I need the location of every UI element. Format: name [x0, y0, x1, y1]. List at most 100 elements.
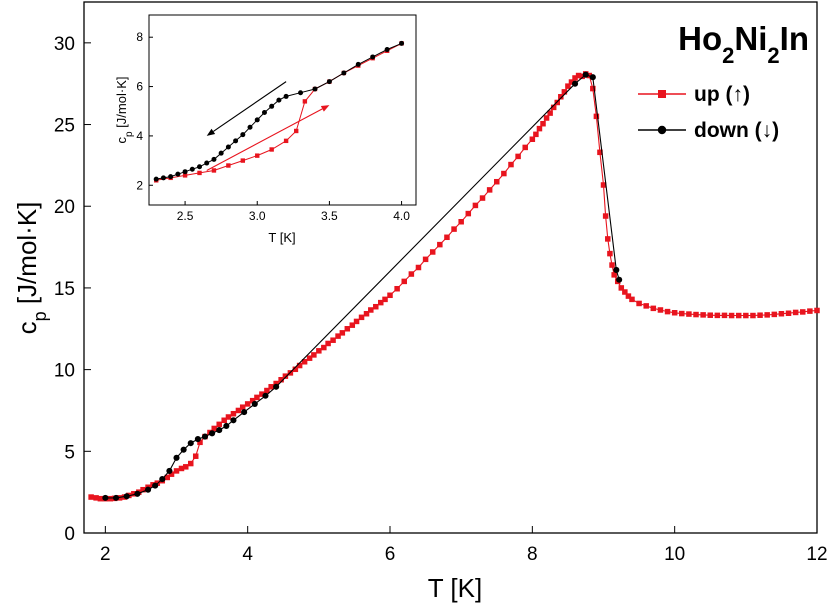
main-series-down-point: [216, 427, 223, 434]
inset-y-axis-label: cp [J/mol·K]: [114, 77, 135, 144]
main-series-up-point: [401, 278, 407, 285]
inset-x-tick-label: 2.5: [177, 209, 194, 223]
main-series-up-point: [97, 495, 104, 502]
inset-series-down-point: [341, 70, 347, 76]
main-series-down-point: [187, 440, 194, 447]
main-y-tick-label: 20: [54, 197, 75, 218]
inset-x-tick-label: 3.0: [249, 209, 266, 223]
main-series-down-point: [102, 494, 109, 501]
main-series-up-point: [197, 439, 203, 446]
main-series-up-point: [422, 256, 429, 263]
main-series-down-point: [209, 430, 216, 437]
main-series-down-point: [144, 486, 152, 493]
main-series-up-point: [264, 387, 270, 394]
main-series-up-point: [750, 312, 756, 319]
main-series-up-point: [565, 83, 571, 89]
inset-series-up-point: [197, 170, 202, 176]
main-series-up-point: [721, 312, 728, 319]
main-series-up-point: [686, 311, 692, 317]
main-series-up-point: [792, 309, 799, 316]
inset-series-down-point: [312, 86, 318, 92]
main-series-up-point: [657, 307, 664, 313]
main-series-up-point: [508, 161, 514, 168]
main-series-up-point: [325, 340, 331, 347]
main-series-up-point: [373, 303, 379, 310]
inset-series-down-point: [254, 117, 260, 123]
inset-series-down-point: [168, 174, 174, 180]
main-series-down-point: [230, 417, 237, 424]
main-y-tick-label: 10: [54, 361, 75, 382]
main-series-up-point: [590, 85, 596, 92]
main-series-up-point: [187, 460, 194, 467]
inset-arrow-up-right: [206, 108, 323, 171]
main-series-down-point: [616, 276, 623, 283]
legend-down-label: down (↓): [694, 119, 779, 142]
main-series-up-point: [529, 136, 536, 142]
main-series-up-point: [602, 213, 609, 219]
main-series-down-point: [194, 436, 201, 443]
inset-series-up-point: [294, 128, 299, 134]
inset-series-up-point: [302, 99, 308, 104]
main-series-down-point: [582, 71, 589, 78]
main-series-down-point: [201, 433, 209, 440]
main-series-up-point: [728, 312, 735, 319]
legend-up-label: up (↑): [694, 83, 750, 106]
main-series-up-point: [93, 495, 99, 501]
main-series-up-point: [408, 271, 415, 277]
main-series-up-point: [568, 79, 575, 85]
inset-series-down-point: [384, 47, 390, 53]
main-y-tick-label: 5: [64, 442, 75, 463]
inset-series-down-point: [240, 132, 246, 138]
main-y-tick-label: 0: [64, 524, 75, 545]
main-axis-ticks: 2 4 6 8 10 12 0 5 10 15 20 25 30: [54, 34, 828, 565]
inset-series-down-point: [269, 103, 275, 109]
main-series-up-point: [547, 110, 553, 116]
main-series-up-point: [575, 72, 582, 79]
main-series-up-point: [249, 397, 256, 404]
main-series-up-point: [757, 312, 763, 318]
main-series-up-point: [600, 182, 607, 188]
inset-y-tick-label: 8: [136, 30, 143, 44]
main-series-up-point: [693, 311, 699, 318]
main-series-up-point: [292, 366, 299, 373]
main-series-up-point: [593, 113, 600, 120]
main-series-down-point: [112, 494, 120, 501]
main-series-up-point: [611, 272, 617, 278]
inset-arrow-down-left: [213, 81, 287, 132]
main-series-up-point: [679, 310, 685, 317]
main-series-down-point: [123, 493, 130, 500]
main-series-up-point: [339, 330, 346, 336]
main-series-down-point: [159, 476, 166, 483]
main-series-up-point: [321, 344, 327, 351]
main-series-down-point: [262, 392, 269, 399]
inset-series-group: [153, 40, 405, 183]
inset-y-tick-label: 6: [136, 80, 143, 94]
main-series-up-point: [382, 296, 388, 303]
main-series-up-point: [178, 465, 185, 472]
inset-series-down-point: [175, 171, 181, 177]
main-series-up-point: [278, 376, 284, 383]
inset-series-up-point: [182, 173, 188, 178]
main-series-up-point: [192, 453, 199, 459]
main-series-up-point: [643, 303, 649, 309]
main-series-up-point: [671, 310, 678, 316]
inset-series-down-point: [247, 124, 253, 130]
main-series-up-point: [415, 264, 422, 271]
main-series-up-point: [465, 210, 472, 217]
inset-arrow-head-up-right: [320, 105, 330, 112]
main-series-up-point: [311, 352, 317, 358]
main-series-up-point: [800, 309, 806, 315]
main-series-up-point: [625, 293, 632, 299]
inset-series-down-point: [182, 169, 188, 175]
main-series-up-point: [296, 362, 303, 369]
inset-y-tick-label: 4: [136, 129, 143, 143]
main-x-tick-label: 2: [100, 544, 111, 565]
main-series-up-point: [268, 384, 274, 390]
main-series-up-point: [629, 296, 635, 303]
main-series-up-point: [316, 348, 322, 354]
main-series-up-point: [225, 414, 232, 420]
main-series-up-point: [501, 170, 507, 177]
inset-series-down-point: [211, 156, 217, 162]
main-y-tick-label: 30: [54, 34, 75, 55]
inset-background: [149, 15, 416, 205]
